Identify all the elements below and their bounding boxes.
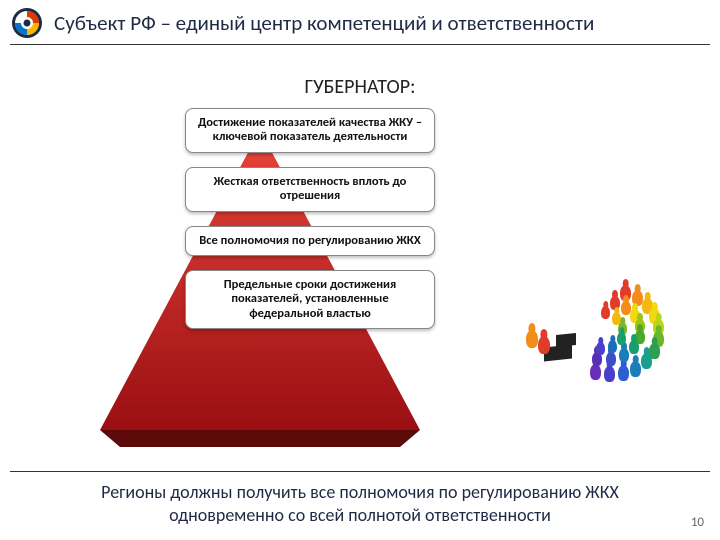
pawn-26: [596, 342, 605, 355]
logo-icon: [10, 6, 44, 40]
pawn-24: [617, 332, 626, 345]
footer-text: Регионы должны получить все полномочия п…: [40, 481, 680, 526]
pawn-18: [619, 348, 629, 362]
pawn-11: [590, 364, 601, 380]
pawn-10: [604, 366, 615, 382]
pawn-8: [630, 361, 641, 377]
pawn-21: [601, 306, 610, 319]
slide-header: Субъект РФ – единый центр компетенций и …: [0, 0, 720, 44]
page-number: 10: [691, 515, 704, 530]
people-graphic-icon: [500, 280, 670, 400]
pawn-27: [538, 336, 550, 354]
pawn-25: [608, 340, 617, 353]
pawn-7: [641, 353, 652, 369]
footer-line-1: Регионы должны получить все полномочия п…: [40, 481, 680, 504]
slide-title: Субъект РФ – единый центр компетенций и …: [54, 10, 594, 36]
info-box-2: Жесткая ответственность вплоть до отреше…: [185, 167, 435, 212]
footer-line-2: одновременно со всей полнотой ответствен…: [40, 504, 680, 527]
info-box-3: Все полномочия по регулированию ЖКХ: [185, 226, 435, 256]
pawn-19: [606, 352, 616, 366]
info-box-4: Предельные сроки достижения показателей,…: [185, 270, 435, 329]
governor-label: ГУБЕРНАТОР:: [0, 75, 720, 99]
divider-bottom: [10, 471, 710, 472]
pawn-28: [526, 330, 538, 348]
info-boxes: Достижение показателей качества ЖКУ – кл…: [185, 108, 435, 343]
info-box-1: Достижение показателей качества ЖКУ – кл…: [185, 108, 435, 153]
people-block-1: [556, 333, 576, 347]
pawn-17: [629, 340, 639, 354]
main-area: ГУБЕРНАТОР: Достижение показателей качес…: [0, 45, 720, 465]
pawn-9: [618, 365, 629, 381]
